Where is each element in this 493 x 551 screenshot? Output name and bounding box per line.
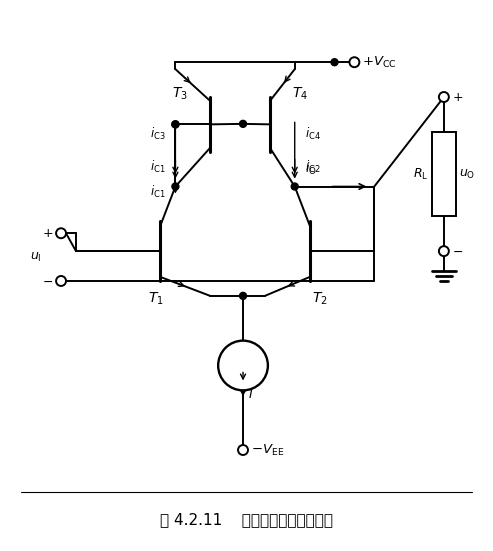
Circle shape xyxy=(238,445,248,455)
Circle shape xyxy=(218,341,268,390)
Circle shape xyxy=(56,228,66,238)
Circle shape xyxy=(172,121,179,128)
Text: $R_{\rm L}$: $R_{\rm L}$ xyxy=(414,166,429,182)
Circle shape xyxy=(350,57,359,67)
Circle shape xyxy=(240,120,246,127)
Text: $+$: $+$ xyxy=(42,227,53,240)
Circle shape xyxy=(172,121,179,128)
Circle shape xyxy=(240,293,246,299)
Text: $T_4$: $T_4$ xyxy=(292,85,308,102)
Circle shape xyxy=(172,183,179,190)
Text: $u_{\rm O}$: $u_{\rm O}$ xyxy=(459,168,475,181)
Circle shape xyxy=(56,276,66,286)
Text: $i_{\rm C1}$: $i_{\rm C1}$ xyxy=(150,159,165,175)
Text: $i_{\rm C1}$: $i_{\rm C1}$ xyxy=(150,183,165,199)
Text: $-$: $-$ xyxy=(42,274,53,288)
Circle shape xyxy=(331,59,338,66)
Text: $+V_{\rm CC}$: $+V_{\rm CC}$ xyxy=(362,55,397,70)
Text: $T_2$: $T_2$ xyxy=(312,291,327,307)
Text: $+$: $+$ xyxy=(452,90,463,104)
Text: $-$: $-$ xyxy=(452,245,463,258)
Circle shape xyxy=(439,246,449,256)
Text: $i_{\rm C4}$: $i_{\rm C4}$ xyxy=(305,126,320,142)
Text: $-V_{\rm EE}$: $-V_{\rm EE}$ xyxy=(251,442,284,457)
Text: $i_{\rm C2}$: $i_{\rm C2}$ xyxy=(305,159,320,175)
Text: $i_{\rm C3}$: $i_{\rm C3}$ xyxy=(150,126,165,142)
Text: $u_{\rm I}$: $u_{\rm I}$ xyxy=(30,251,41,264)
Text: $i_{\rm O}$: $i_{\rm O}$ xyxy=(305,160,317,176)
Text: $I$: $I$ xyxy=(248,388,253,401)
Text: 图 4.2.11    有源负载差分放大电路: 图 4.2.11 有源负载差分放大电路 xyxy=(160,512,332,527)
Bar xyxy=(432,132,456,217)
Text: $T_1$: $T_1$ xyxy=(147,291,163,307)
Text: $T_3$: $T_3$ xyxy=(173,85,188,102)
Circle shape xyxy=(439,92,449,102)
Circle shape xyxy=(291,183,298,190)
